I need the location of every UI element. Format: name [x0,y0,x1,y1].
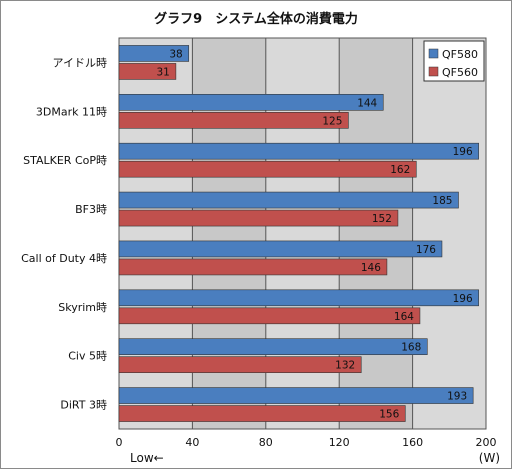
value-label: 196 [453,146,473,158]
bar-qf580 [118,240,443,258]
value-label: 31 [157,66,170,78]
chart-title: グラフ9 システム全体の消費電力 [154,12,358,27]
legend-swatch [428,48,439,59]
legend: QF580 QF560 [423,40,485,82]
bars [118,45,479,422]
value-label: 152 [372,213,392,225]
x-tick-label: 80 [259,436,273,449]
x-tick-label: 200 [476,436,497,449]
bar-qf560 [118,307,421,325]
bar-qf580 [118,387,474,404]
bar-qf560 [118,63,177,80]
category-label: アイドル時 [53,56,107,69]
category-label: STALKER CoP時 [23,154,107,167]
value-label: 193 [447,391,467,403]
x-tick-label: 40 [185,436,199,449]
x-axis-unit: (W) [479,451,500,465]
plot-band [412,38,486,429]
x-tick-label: 0 [116,436,123,449]
value-label: 185 [432,195,452,207]
bar-qf580 [118,45,190,62]
value-label: 125 [322,115,342,127]
legend-label: QF580 [442,48,478,61]
value-label: 156 [379,409,399,421]
category-label: BF3時 [75,203,107,216]
category-label: Call of Duty 4時 [21,252,107,265]
value-label: 38 [169,48,182,60]
category-label: Skyrim時 [58,301,107,314]
bar-qf580 [118,142,479,160]
value-label: 196 [453,293,473,305]
value-label: 164 [394,311,414,323]
plot-border [118,37,487,430]
category-labels: アイドル時 3DMark 11時 STALKER CoP時 BF3時 Call of D… [21,56,107,411]
value-label: 176 [416,244,436,256]
value-label: 144 [357,97,377,109]
bar-qf580 [118,94,384,111]
bar-qf560 [118,209,399,227]
bar-qf580 [118,191,459,209]
x-tick-label: 120 [329,436,350,449]
bar-qf560 [118,356,362,373]
value-label: 146 [361,262,381,274]
bar-qf560 [118,258,388,276]
bar-qf560 [118,405,406,422]
legend-label: QF560 [442,66,478,79]
x-axis-ticks: 0 40 80 120 160 200 Low← (W) [116,436,501,465]
category-label: Civ 5時 [68,350,107,363]
category-label: 3DMark 11時 [36,105,107,118]
value-label: 162 [390,164,410,176]
bar-qf580 [118,289,479,307]
value-labels: 38 31 144 125 196 162 185 152 176 146 196 164 168 132… [157,48,473,420]
bar-qf560 [118,112,349,129]
x-axis-low-label: Low← [130,451,164,465]
legend-swatch [428,66,439,77]
bar-qf560 [118,160,417,178]
x-tick-label: 160 [402,436,423,449]
value-label: 132 [335,360,355,372]
bar-qf580 [118,338,428,355]
value-label: 168 [401,342,421,354]
legend-box [423,40,485,82]
category-label: DiRT 3時 [60,399,107,412]
